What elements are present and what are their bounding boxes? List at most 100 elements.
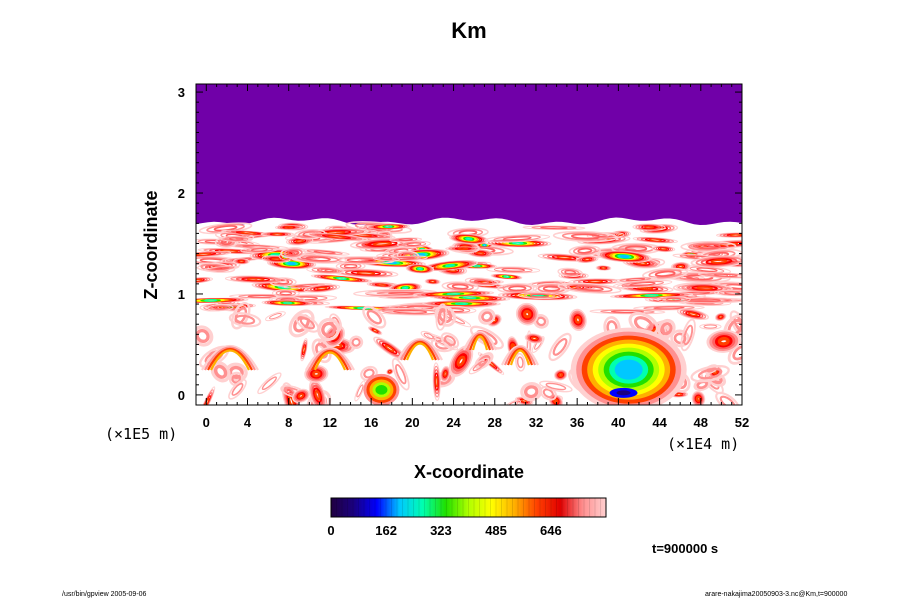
field-structure [310, 274, 372, 283]
field-contour [535, 316, 547, 327]
colorbar-tick-label: 646 [540, 523, 562, 538]
field-contour [362, 305, 387, 329]
field-structure [405, 264, 435, 274]
field-structure [196, 277, 214, 284]
colorbar-frame [330, 497, 607, 518]
field-structure [484, 234, 551, 243]
field-structure [257, 372, 282, 395]
field-structure [517, 292, 562, 300]
plot-frame [195, 83, 743, 406]
field-contour [706, 329, 742, 353]
field-contour [296, 392, 306, 400]
field-contour [553, 398, 559, 404]
field-structure [303, 284, 341, 293]
field-contour [426, 332, 459, 351]
field-structure [642, 267, 689, 280]
field-contour [306, 284, 338, 292]
field-contour [707, 241, 742, 248]
field-contour [402, 286, 409, 290]
field-structure [412, 290, 495, 297]
field-contour [240, 246, 279, 254]
field-contour [384, 225, 393, 228]
field-contour [573, 314, 583, 326]
field-contour [229, 237, 244, 241]
field-contour [714, 312, 727, 321]
field-structure [515, 352, 526, 372]
field-contour [529, 293, 550, 298]
field-contour [699, 323, 722, 330]
field-contour [635, 224, 663, 231]
field-contour [542, 285, 561, 292]
field-structure [306, 266, 345, 274]
colorbar-fill [331, 498, 606, 517]
field-contour [717, 314, 724, 320]
field-structure [690, 255, 742, 268]
field-contour [423, 332, 434, 340]
field-contour [293, 238, 307, 244]
field-contour [366, 309, 382, 325]
field-contour [465, 237, 473, 241]
field-contour [433, 369, 440, 395]
field-contour [715, 313, 726, 321]
time-label: t=900000 s [652, 541, 718, 556]
field-contour [661, 296, 686, 302]
field-contour [670, 261, 691, 272]
field-contour [703, 324, 718, 329]
field-structure [632, 236, 678, 244]
field-contour [531, 336, 538, 341]
field-structure [292, 388, 310, 403]
field-contour [478, 308, 496, 325]
field-contour [583, 258, 591, 261]
field-contour [715, 391, 741, 405]
field-contour [346, 258, 377, 263]
field-contour [545, 382, 567, 391]
x-tick-label: 32 [529, 415, 543, 430]
field-contour [240, 231, 257, 235]
field-structure [196, 297, 249, 304]
field-contour [648, 269, 682, 279]
field-contour [676, 393, 682, 396]
field-contour [643, 305, 695, 310]
field-contour [287, 249, 300, 256]
x-axis-label: X-coordinate [414, 462, 524, 482]
field-structure [228, 379, 247, 400]
field-structure [196, 251, 232, 258]
field-contour [310, 369, 323, 379]
field-contour [393, 309, 428, 314]
field-contour [231, 302, 251, 330]
field-contour [587, 280, 604, 283]
field-structure [609, 292, 694, 299]
field-arc [465, 332, 495, 351]
field-contour [493, 267, 533, 273]
field-contour [633, 305, 705, 311]
field-contour [561, 232, 609, 241]
y-axis-ticks: 0 1 2 3 [178, 85, 742, 403]
field-contour [228, 365, 244, 379]
field-structure [691, 390, 706, 405]
field-contour [501, 268, 526, 272]
field-contour [295, 239, 304, 243]
field-arc [506, 347, 534, 366]
field-contour [321, 321, 337, 338]
field-structure [632, 223, 666, 231]
field-contour [454, 353, 468, 370]
field-contour [716, 314, 725, 320]
field-arc [405, 342, 435, 361]
field-contour [293, 389, 309, 402]
field-contour [522, 309, 532, 319]
field-contour [440, 365, 451, 383]
field-contour [512, 241, 524, 245]
field-contour [679, 309, 707, 320]
field-contour [384, 344, 395, 353]
field-contour [349, 335, 364, 350]
field-structure [267, 258, 317, 270]
field-contour [457, 247, 469, 250]
field-contour [516, 356, 524, 369]
field-contour [235, 276, 276, 282]
field-contour [456, 355, 466, 367]
field-contour [309, 285, 334, 292]
field-structure [422, 300, 501, 307]
field-structure [397, 240, 431, 248]
field-contour [577, 247, 593, 254]
field-contour [230, 276, 282, 283]
